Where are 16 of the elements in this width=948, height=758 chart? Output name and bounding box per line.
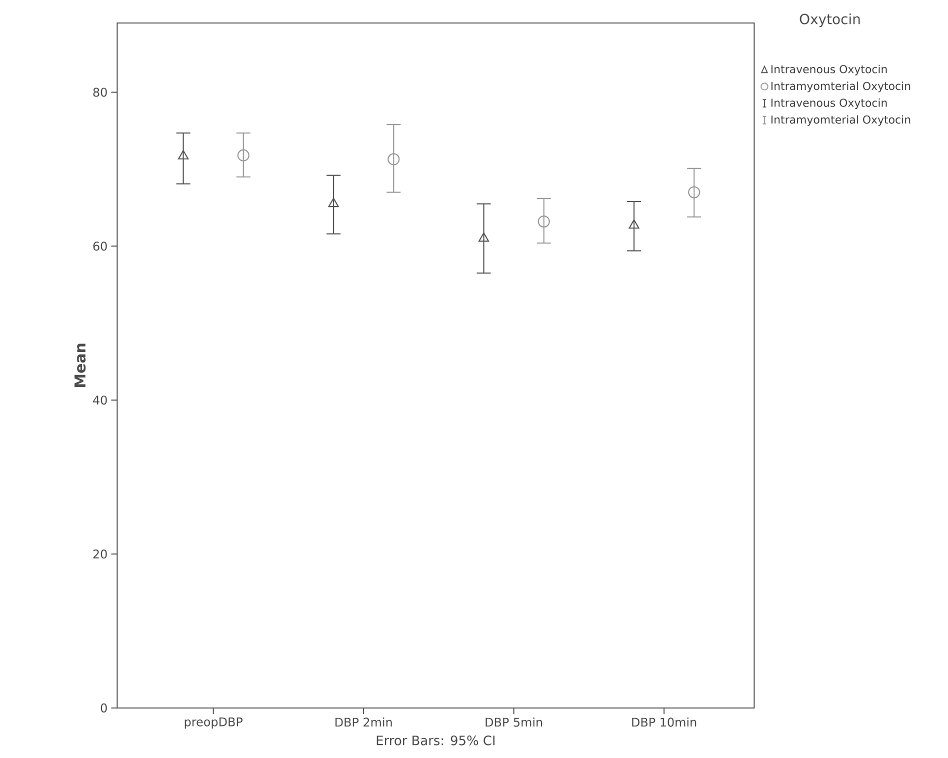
text: Intravenous Oxytocin: [771, 64, 887, 76]
y-tick-label: 40: [93, 396, 107, 405]
x-tick-label: DBP 10min: [632, 717, 696, 727]
legend-label: Intravenous Oxytocin: [771, 98, 887, 110]
text: Error Bars: 95% CI: [376, 736, 495, 746]
y-tick-label: 80: [93, 88, 107, 97]
x-tick-label: preopDBP: [184, 717, 243, 729]
x-tick-label: DBP 2min: [335, 717, 392, 727]
y-tick-label: 0: [100, 703, 107, 712]
y-tick-label: 60: [93, 242, 107, 251]
x-tick-label: DBP 5min: [486, 717, 542, 727]
legend-label: Intramyomterial Oxytocin: [771, 115, 910, 126]
text: Intramyomterial Oxytocin: [771, 82, 910, 92]
legend-title: Oxytocin: [800, 14, 860, 28]
y-tick-label: 20: [93, 550, 107, 559]
y-axis-title: Mean: [74, 344, 86, 387]
